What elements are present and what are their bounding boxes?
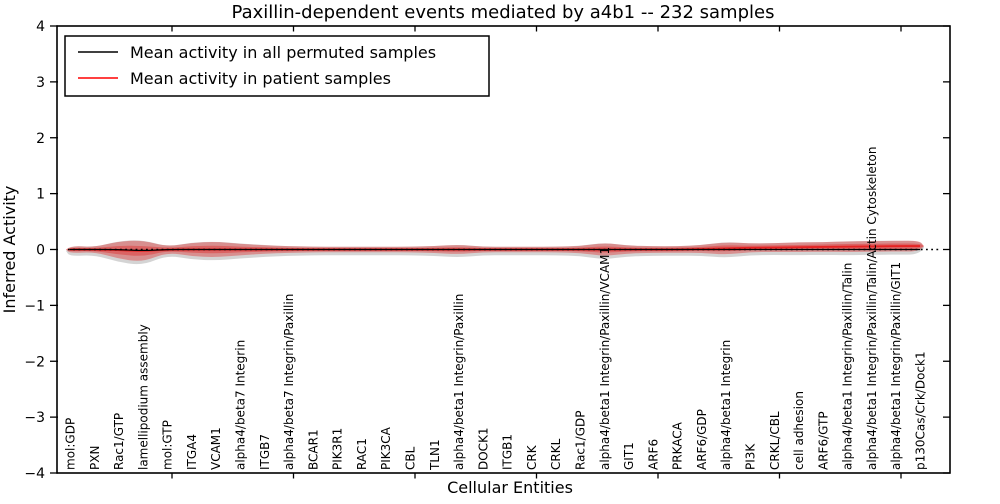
legend: Mean activity in all permuted samples Me… — [64, 35, 490, 97]
x-tick-label: PRKACA — [671, 421, 685, 470]
chart-title: Paxillin-dependent events mediated by a4… — [232, 2, 775, 23]
legend-label-permuted: Mean activity in all permuted samples — [130, 43, 436, 62]
y-tick-label: −1 — [24, 298, 45, 314]
x-tick-label: Rac1/GDP — [574, 411, 588, 470]
x-tick-label: PIK3R1 — [331, 428, 345, 470]
plot-border — [56, 25, 951, 474]
y-tick-label: 2 — [36, 131, 45, 147]
x-tick-label: alpha4/beta1 Integrin — [719, 340, 733, 470]
y-tick-label: 3 — [36, 75, 45, 91]
x-tick-label: BCAR1 — [306, 429, 320, 470]
x-tick-label: TLN1 — [428, 439, 442, 471]
x-tick-label: CBL — [404, 446, 418, 470]
x-tick-label: alpha4/beta1 Integrin/Paxillin — [452, 294, 466, 470]
permuted-spread-band — [66, 240, 924, 265]
x-tick-label: ITGB1 — [501, 434, 515, 470]
x-tick-label: mol:GDP — [64, 418, 78, 470]
x-tick-label: alpha4/beta1 Integrin/Paxillin/Talin — [841, 263, 855, 470]
x-tick-label: CRK — [525, 444, 539, 470]
x-tick-label: alpha4/beta7 Integrin — [234, 340, 248, 470]
x-axis-label: Cellular Entities — [447, 478, 573, 497]
x-tick-label: p130Cas/Crk/Dock1 — [914, 351, 928, 470]
x-tick-label: Rac1/GTP — [112, 413, 126, 470]
legend-box — [64, 35, 490, 97]
x-tick-label: RAC1 — [355, 438, 369, 470]
x-tick-label: GIT1 — [622, 442, 636, 470]
x-tick-label: CRKL/CBL — [768, 411, 782, 470]
x-tick-label: DOCK1 — [476, 427, 490, 470]
x-tick-label: PXN — [88, 446, 102, 470]
y-tick-label: 1 — [36, 187, 45, 203]
y-tick-label: −2 — [24, 354, 45, 370]
x-tick-label: alpha4/beta1 Integrin/Paxillin/VCAM1 — [598, 247, 612, 470]
y-tick-label: 0 — [36, 243, 45, 259]
x-tick-label: PIK3CA — [379, 426, 393, 470]
x-tick-label: alpha4/beta1 Integrin/Paxillin/Talin/Act… — [865, 147, 879, 470]
legend-label-patient: Mean activity in patient samples — [130, 69, 391, 88]
y-axis-label: Inferred Activity — [0, 186, 19, 314]
x-tick-label: cell adhesion — [792, 391, 806, 470]
x-tick-label: ITGA4 — [185, 434, 199, 470]
y-tick-label: −3 — [24, 410, 45, 426]
x-tick-label: mol:GTP — [161, 420, 175, 470]
x-tick-label: PI3K — [744, 443, 758, 470]
x-tick-label: ARF6 — [646, 439, 660, 470]
y-tick-label: 4 — [36, 19, 45, 35]
patient-spread-band-outer — [66, 240, 924, 261]
x-tick-label: VCAM1 — [209, 427, 223, 470]
data-layer — [66, 240, 940, 265]
x-tick-label: ARF6/GTP — [816, 411, 830, 470]
x-tick-label: lamellipodium assembly — [136, 324, 150, 470]
x-tick-label: alpha4/beta7 Integrin/Paxillin — [282, 294, 296, 470]
x-tick-label: ARF6/GDP — [695, 409, 709, 470]
x-tick-label: CRKL — [549, 438, 563, 470]
x-tick-label: ITGB7 — [258, 434, 272, 470]
axis-layer: 4 3 2 1 0 −1 −2 −3 −4 mol:GDP PXN Rac1/GTP lamellipo… — [24, 19, 950, 482]
x-tick-label: alpha4/beta1 Integrin/Paxillin/GIT1 — [889, 262, 903, 470]
y-tick-label: −4 — [24, 466, 45, 482]
